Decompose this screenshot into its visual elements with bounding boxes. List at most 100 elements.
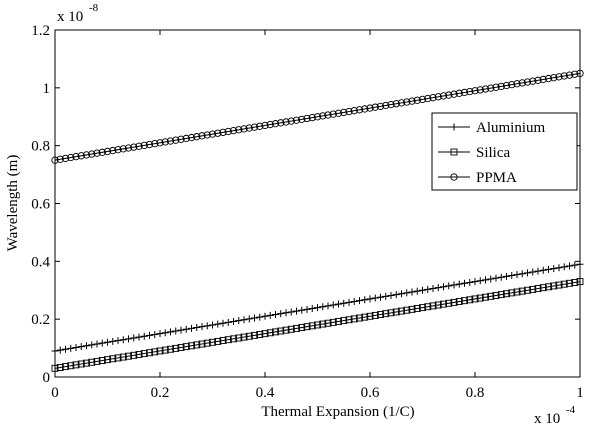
y-tick-label: 0.6 [31,197,50,213]
data-point [256,122,264,130]
data-point [167,328,174,336]
data-point [314,321,321,329]
data-point [240,125,248,133]
data-point [156,139,164,147]
data-point [167,345,174,353]
data-point [366,104,374,112]
data-point [271,120,280,128]
y-exponent-power: -8 [89,2,99,14]
data-point [539,75,547,84]
data-point [497,291,505,299]
data-point [214,129,222,137]
data-point [461,279,468,287]
data-point [235,334,243,342]
data-point [292,116,301,124]
data-point [287,308,295,316]
data-point [466,296,474,304]
data-point [340,299,348,307]
data-point [161,346,169,354]
data-point [203,322,211,330]
data-point [471,87,479,95]
series-aluminium [51,260,584,355]
data-point [240,333,248,341]
data-point [371,103,379,111]
data-point [350,315,358,323]
data-point [492,83,500,91]
data-point [502,81,511,90]
data-point [298,324,306,332]
data-point [382,310,390,318]
data-point [324,111,332,119]
data-point [555,73,563,81]
y-tick-label: 1.2 [31,23,50,39]
series-layer [51,69,584,372]
data-point [329,110,337,118]
data-point [377,293,384,301]
data-point [345,298,353,306]
data-point [114,354,122,362]
y-axis-label: Wavelength (m) [5,155,21,252]
data-point [413,305,421,312]
data-point [114,146,122,154]
data-point [308,304,316,312]
data-point [308,322,316,330]
data-point [77,360,85,368]
data-point [319,320,327,328]
data-point [560,280,568,288]
data-point [419,286,426,294]
data-point [266,311,274,319]
data-point [114,337,122,345]
data-point [539,284,547,292]
data-point [293,307,300,315]
data-point [130,143,138,151]
data-point [455,89,463,97]
data-point [308,113,316,122]
data-point [130,351,138,359]
data-point [72,344,80,352]
data-point [166,137,175,145]
data-point [560,72,568,80]
data-point [450,281,458,289]
data-point [566,279,573,287]
data-point [219,337,227,345]
data-point [350,298,358,306]
data-point [261,330,269,338]
data-point [403,289,411,297]
data-point [313,113,322,121]
data-point [513,271,521,279]
data-point [109,355,117,363]
data-point [156,330,164,338]
data-point [203,339,211,347]
x-tick-label: 0.8 [466,385,485,401]
data-point [387,309,395,317]
data-point [151,330,159,338]
data-point [219,128,227,137]
data-point [340,108,348,117]
data-point [224,318,232,326]
x-tick-label: 0.6 [361,385,380,401]
data-point [555,281,563,289]
data-point [335,318,342,325]
data-point [208,130,217,138]
legend-item: Aluminium [438,120,546,136]
data-point [72,361,80,369]
data-point [397,99,406,107]
data-point [303,323,311,331]
data-point [345,316,353,324]
data-point [56,155,64,163]
data-point [324,302,332,310]
data-point [51,156,59,164]
data-point [135,142,143,150]
data-point [77,343,85,351]
data-point [277,119,285,127]
data-point [350,107,358,115]
data-point [487,292,495,300]
data-point [140,350,148,358]
data-point [198,340,206,348]
data-point [460,88,469,97]
data-point [476,86,484,94]
data-point [413,96,421,104]
data-point [329,301,337,309]
legend-label: Aluminium [476,120,546,136]
